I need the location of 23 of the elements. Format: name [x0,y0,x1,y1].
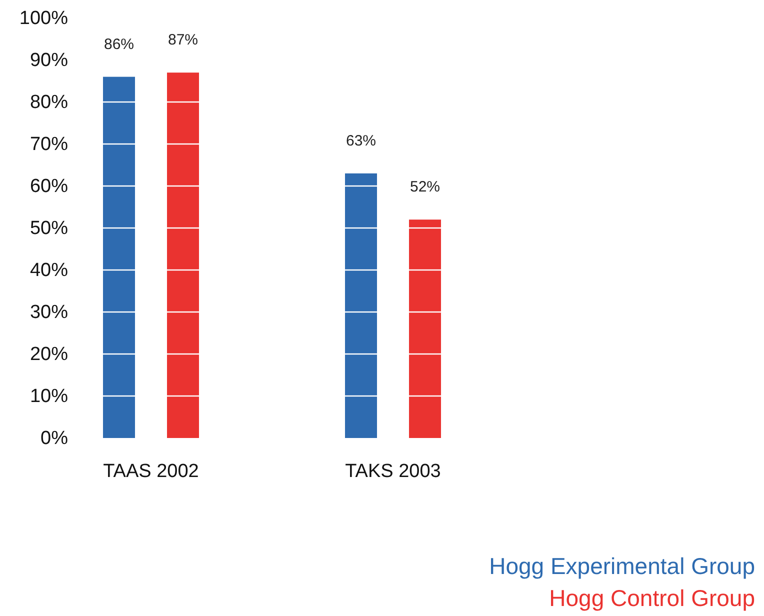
y-tick-label: 60% [30,176,68,198]
text: 86% [104,36,134,53]
y-tick-label: 30% [30,302,68,324]
y-tick-label: 40% [30,260,68,282]
y-tick-label: 70% [30,134,68,156]
text: 63% [346,132,376,150]
x-tick-label: TAKS 2003 [345,461,441,482]
bar [167,72,199,438]
text: Hogg Experimental Group [489,553,755,579]
bar [345,173,377,438]
text: 87% [168,32,198,49]
y-tick-label: 90% [30,50,68,72]
y-tick-label: 0% [40,428,68,450]
y-tick-label: 10% [30,386,68,408]
y-tick-label: 20% [30,344,68,366]
bar [409,220,441,438]
y-tick-label: 100% [19,8,68,30]
x-tick-label: TAAS 2002 [103,461,199,482]
y-tick-label: 80% [30,92,68,114]
text: 52% [410,178,440,196]
bar [103,76,135,438]
text: Hogg Control Group [549,585,755,611]
y-tick-label: 50% [30,218,68,240]
